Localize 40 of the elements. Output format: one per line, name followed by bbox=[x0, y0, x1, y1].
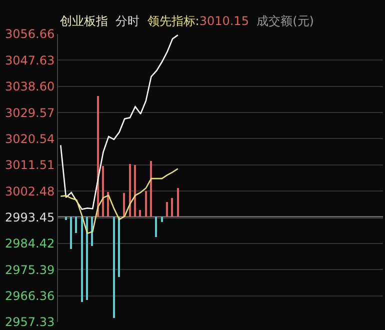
y-tick-label: 3047.63 bbox=[4, 53, 55, 68]
y-tick-label: 2966.36 bbox=[4, 289, 55, 304]
bar bbox=[97, 96, 99, 217]
line-series bbox=[60, 168, 179, 234]
bar bbox=[134, 165, 136, 217]
bar bbox=[91, 217, 93, 246]
bar bbox=[145, 191, 147, 217]
bar bbox=[81, 217, 83, 302]
line-series bbox=[60, 34, 179, 210]
bar bbox=[70, 217, 72, 249]
bar bbox=[161, 217, 163, 222]
bar bbox=[107, 192, 109, 217]
y-tick-label: 3011.51 bbox=[4, 158, 55, 172]
bar bbox=[65, 217, 67, 220]
bar bbox=[102, 166, 104, 217]
bar bbox=[171, 198, 173, 217]
y-tick-label: 3029.57 bbox=[4, 106, 55, 120]
chart-subtitle: 分时 bbox=[116, 14, 140, 28]
y-tick-label: 3056.66 bbox=[4, 27, 55, 42]
y-tick-label: 2984.42 bbox=[4, 236, 55, 251]
bar bbox=[166, 202, 168, 217]
bar bbox=[118, 217, 120, 277]
y-tick-label: 2993.45 bbox=[4, 210, 55, 224]
bar bbox=[113, 217, 115, 318]
y-tick-label: 3002.48 bbox=[4, 184, 55, 198]
y-tick-label: 3038.60 bbox=[4, 80, 55, 94]
y-tick-label: 2975.39 bbox=[4, 262, 55, 277]
bar bbox=[177, 188, 179, 217]
bar bbox=[150, 161, 152, 217]
text: 成交额(元) bbox=[256, 14, 314, 28]
bar bbox=[155, 217, 157, 237]
y-tick-label: 3020.54 bbox=[4, 132, 55, 146]
bar bbox=[86, 217, 88, 300]
chart-title: 创业板指 bbox=[60, 14, 108, 28]
y-tick-label: 2957.33 bbox=[4, 315, 55, 330]
text: 领先指标:3010.15 bbox=[147, 14, 249, 28]
bar bbox=[139, 210, 141, 217]
bar bbox=[123, 193, 125, 217]
bar bbox=[129, 164, 131, 217]
bar bbox=[75, 217, 77, 233]
